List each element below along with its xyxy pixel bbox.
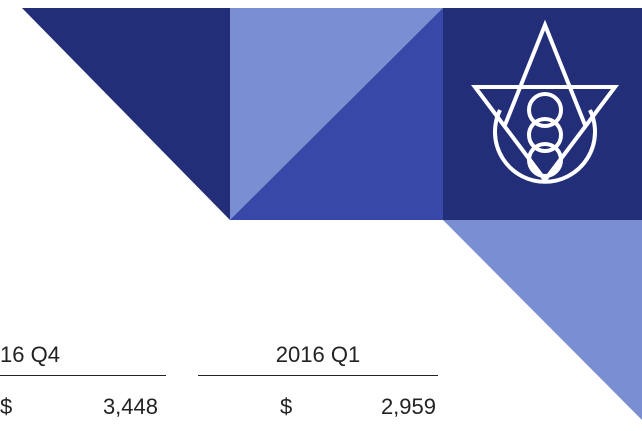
logo xyxy=(470,19,620,184)
column-header: 16 Q4 xyxy=(0,342,60,367)
currency: $ xyxy=(0,394,13,419)
logo-panel xyxy=(443,8,642,220)
currency: $ xyxy=(280,394,293,419)
header-rule xyxy=(0,375,166,376)
dark-triangle xyxy=(22,8,230,220)
column-header: 2016 Q1 xyxy=(275,342,361,367)
header-rule xyxy=(198,375,438,376)
amount: 2,959 xyxy=(380,394,436,419)
amount: 3,448 xyxy=(102,394,158,419)
mid-triangle xyxy=(230,8,443,220)
light-triangle xyxy=(443,220,642,420)
